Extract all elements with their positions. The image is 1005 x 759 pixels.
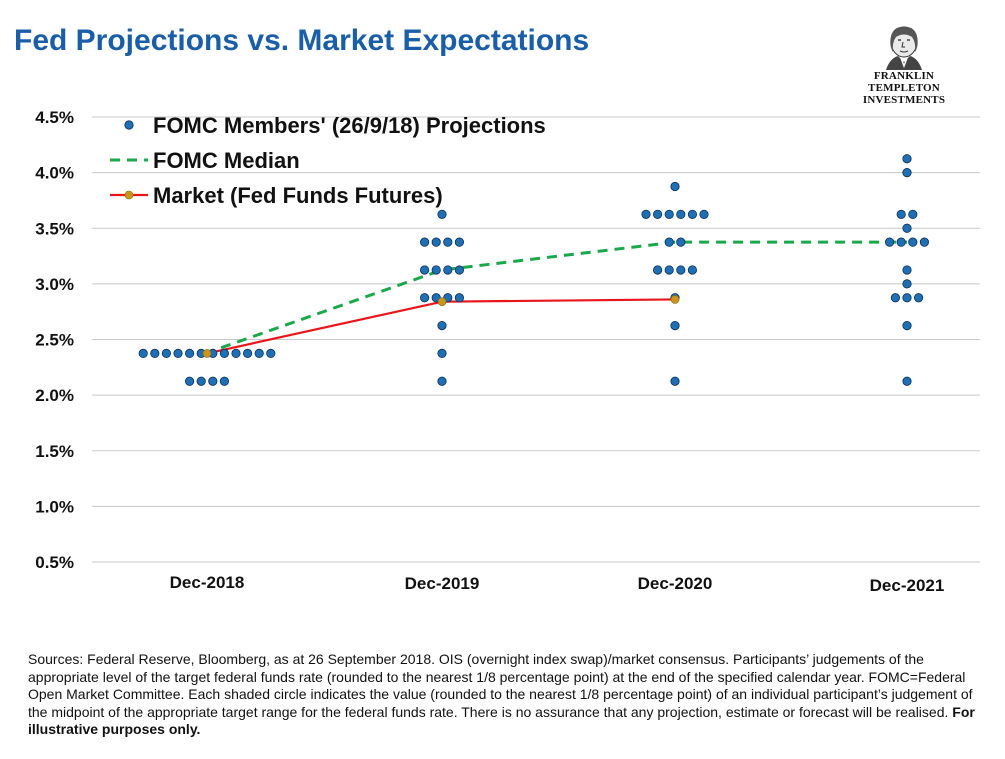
projection-dot [676, 209, 686, 219]
projection-dot [884, 237, 895, 247]
projection-dot [254, 348, 264, 359]
projection-dot [908, 209, 918, 219]
y-tick-label: 3.5% [35, 219, 74, 238]
projection-dot [664, 209, 674, 219]
legend: FOMC Members' (26/9/18) Projections FOMC … [110, 113, 546, 208]
projection-dot [219, 376, 229, 386]
projection-dot [243, 348, 253, 359]
projection-dot [687, 209, 698, 219]
projection-dot [670, 376, 680, 386]
projection-dot [908, 237, 918, 247]
projection-dot [443, 265, 453, 275]
projection-dot [676, 265, 686, 275]
y-tick-label: 3.0% [35, 275, 74, 294]
projection-dot [652, 265, 663, 275]
projection-dot [431, 237, 441, 247]
projection-dot [208, 376, 218, 386]
y-tick-label: 4.0% [35, 164, 74, 183]
projection-dot [652, 209, 663, 219]
x-tick-label: Dec-2019 [405, 574, 480, 593]
projection-dot [454, 237, 464, 247]
legend-label: FOMC Median [153, 148, 300, 173]
projection-dot [902, 293, 912, 303]
projection-dot [431, 265, 441, 275]
projection-dot [161, 348, 171, 359]
y-tick-label: 4.5% [35, 108, 74, 127]
projection-dot [670, 320, 680, 331]
y-tick-label: 2.0% [35, 386, 74, 405]
legend-label: Market (Fed Funds Futures) [153, 183, 443, 208]
franklin-portrait-icon [886, 26, 922, 70]
projection-dot [419, 293, 430, 303]
projection-dot [902, 223, 912, 233]
projection-dot [664, 265, 674, 275]
projection-dot [919, 237, 930, 247]
y-tick-label: 1.5% [35, 442, 74, 461]
projection-dot [902, 154, 912, 164]
projection-dot [890, 293, 901, 303]
projection-dot [185, 348, 195, 359]
y-tick-label: 2.5% [35, 331, 74, 350]
projection-dot [231, 348, 241, 359]
projection-dot [902, 320, 912, 331]
legend-dot-symbol [124, 120, 134, 130]
legend-market-marker [124, 190, 134, 200]
projection-dot [670, 181, 680, 192]
series-lines [204, 240, 907, 355]
x-tick-label: Dec-2021 [870, 576, 945, 595]
projection-dot [913, 293, 924, 303]
market-marker [202, 349, 212, 358]
projection-dot [454, 293, 464, 303]
projection-dot [437, 376, 447, 386]
franklin-templeton-logo: FRANKLIN TEMPLETON INVESTMENTS [842, 22, 966, 106]
legend-label: FOMC Members' (26/9/18) Projections [153, 113, 546, 138]
footnote-emphasis: For illustrative purposes only. [28, 703, 975, 738]
projection-dot [150, 348, 160, 359]
grid-layer [92, 116, 980, 563]
projection-dot [687, 265, 698, 275]
projection-dot [699, 209, 709, 219]
footnote-text: Sources: Federal Reserve, Bloomberg, as … [28, 651, 973, 720]
x-tick-label: Dec-2018 [170, 573, 245, 592]
projection-dot [419, 265, 430, 275]
x-axis: Dec-2018 Dec-2019 Dec-2020 Dec-2021 [170, 573, 945, 595]
projection-dot [902, 265, 912, 275]
projection-dot [196, 376, 206, 386]
projection-dot [437, 320, 447, 331]
projection-dot [185, 376, 195, 386]
y-tick-label: 1.0% [35, 497, 74, 516]
projection-dot [266, 348, 276, 359]
projection-dot [138, 348, 148, 359]
projection-dot [902, 376, 912, 386]
projection-dot [419, 237, 430, 247]
projection-dot [454, 265, 464, 275]
projection-dots [138, 154, 930, 386]
projection-dot [437, 209, 447, 219]
y-tick-label: 0.5% [35, 553, 74, 572]
fed-projections-chart: 0.5% 1.0% 1.5% 2.0% 2.5% 3.0% 3.5% 4.0% 4.5% Dec… [35, 108, 980, 595]
projection-dot [896, 237, 906, 247]
logo-name-line1: FRANKLIN TEMPLETON [868, 70, 940, 94]
projection-dot [902, 168, 912, 178]
market-marker [670, 295, 680, 304]
projection-dot [437, 348, 447, 359]
projection-dot [902, 279, 912, 289]
projection-dot [641, 209, 651, 219]
projection-dot [676, 237, 686, 247]
projection-dot [219, 348, 229, 359]
market-marker [437, 297, 447, 306]
page-title: Fed Projections vs. Market Expectations [14, 24, 590, 57]
median-line [204, 240, 907, 355]
sources-footnote: Sources: Federal Reserve, Bloomberg, as … [28, 651, 978, 739]
projection-dot [443, 237, 453, 247]
x-tick-label: Dec-2020 [638, 574, 713, 593]
projection-dot [664, 237, 674, 247]
projection-dot [173, 348, 183, 359]
projection-dot [896, 209, 906, 219]
y-axis: 0.5% 1.0% 1.5% 2.0% 2.5% 3.0% 3.5% 4.0% 4.5% [35, 108, 74, 572]
logo-name-line2: INVESTMENTS [862, 94, 946, 106]
